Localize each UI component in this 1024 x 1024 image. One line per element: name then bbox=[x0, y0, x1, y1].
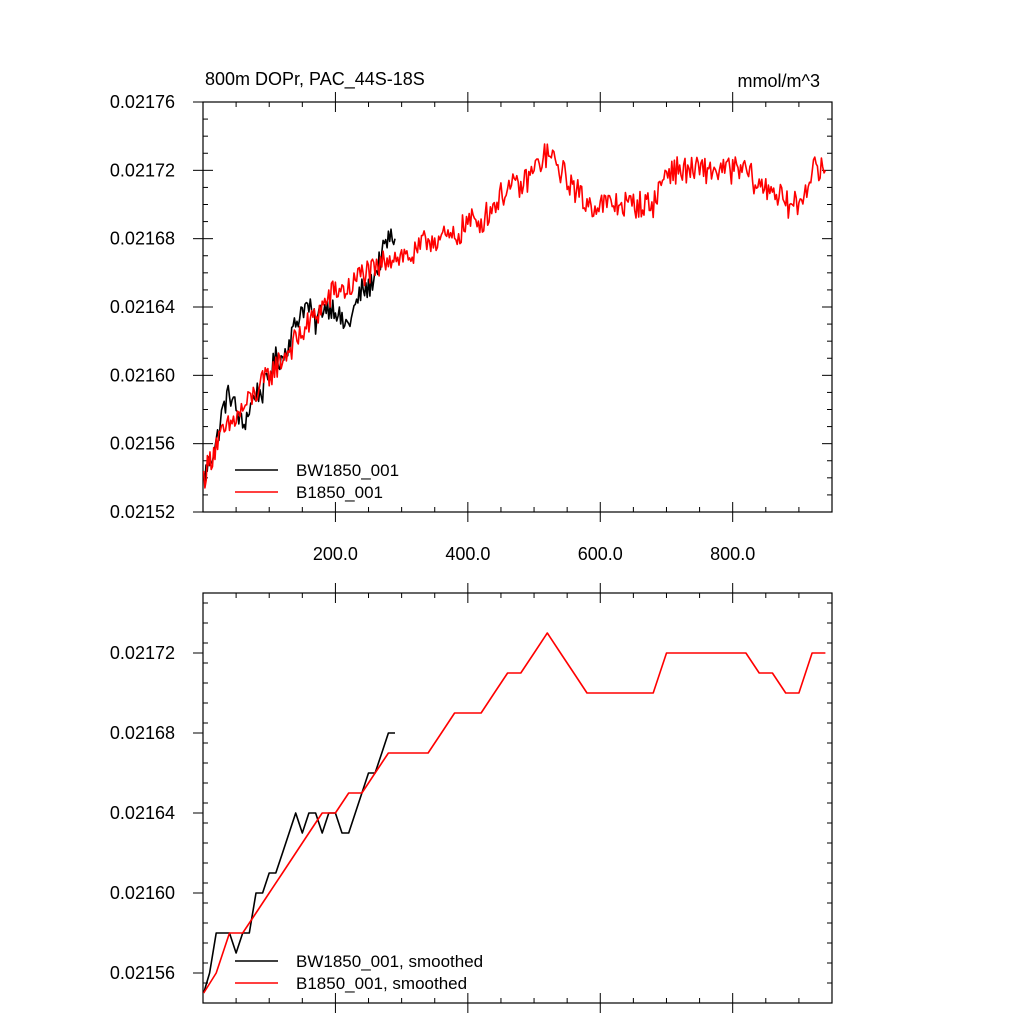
legend-label: B1850_001 bbox=[296, 483, 383, 502]
series-line-0 bbox=[203, 228, 396, 483]
y-tick-label: 0.02156 bbox=[110, 963, 175, 983]
y-tick-label: 0.02168 bbox=[110, 723, 175, 743]
y-tick-label: 0.02164 bbox=[110, 297, 175, 317]
y-tick-label: 0.02168 bbox=[110, 229, 175, 249]
x-tick-label: 600.0 bbox=[578, 544, 623, 564]
top-chart-panel: 0.02152 0.02156 0.02160 0.02164 0.02168 0.021… bbox=[110, 92, 833, 564]
y-tick-label: 0.02160 bbox=[110, 365, 175, 385]
y-tick-label: 0.02152 bbox=[110, 502, 175, 522]
x-tick-label: 800.0 bbox=[710, 544, 755, 564]
legend-label: BW1850_001, smoothed bbox=[296, 952, 483, 971]
y-tick-label: 0.02164 bbox=[110, 803, 175, 823]
y-tick-label: 0.02172 bbox=[110, 643, 175, 663]
x-tick-label: 400.0 bbox=[445, 544, 490, 564]
bottom-chart-panel: 0.02156 0.02160 0.02164 0.02168 0.02172 BW185… bbox=[110, 583, 833, 1013]
series-line-1 bbox=[203, 143, 827, 489]
series-line-1 bbox=[203, 632, 826, 994]
plot-frame bbox=[202, 592, 833, 1004]
units-label: mmol/m^3 bbox=[738, 71, 820, 91]
legend-label: BW1850_001 bbox=[296, 461, 399, 480]
plot-frame bbox=[202, 101, 833, 513]
series-line-0 bbox=[203, 732, 395, 994]
y-tick-label: 0.02172 bbox=[110, 160, 175, 180]
x-tick-label: 200.0 bbox=[313, 544, 358, 564]
y-tick-label: 0.02160 bbox=[110, 883, 175, 903]
chart-title: 800m DOPr, PAC_44S-18S bbox=[205, 69, 425, 90]
legend-label: B1850_001, smoothed bbox=[296, 974, 467, 993]
y-tick-label: 0.02176 bbox=[110, 92, 175, 112]
y-tick-label: 0.02156 bbox=[110, 434, 175, 454]
